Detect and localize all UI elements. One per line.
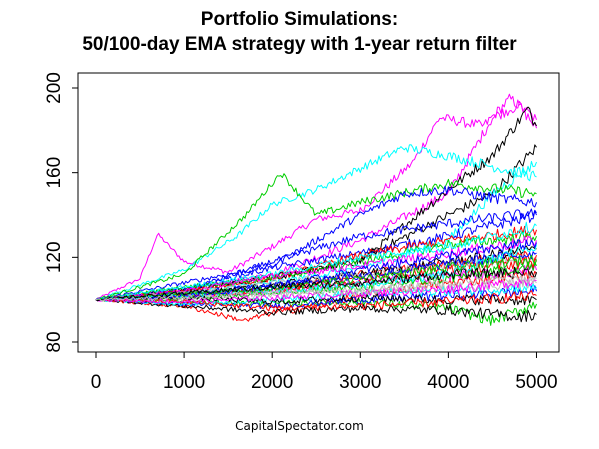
y-tick-label: 80 xyxy=(44,331,65,352)
series-line-1 xyxy=(95,93,537,301)
y-tick-label: 200 xyxy=(44,72,65,104)
series-line-8 xyxy=(95,185,537,301)
series-line-7 xyxy=(95,173,537,301)
series-line-15 xyxy=(95,221,537,301)
series-line-28 xyxy=(95,293,537,306)
chart-title-line-1: Portfolio Simulations: xyxy=(200,9,399,30)
series-line-5 xyxy=(95,144,537,301)
x-tick-label: 1000 xyxy=(163,372,205,393)
series-line-34 xyxy=(95,266,537,302)
y-tick-label: 120 xyxy=(44,241,65,273)
series-line-9 xyxy=(95,210,537,301)
series-line-33 xyxy=(95,278,537,304)
y-tick-label: 160 xyxy=(44,157,65,189)
series-lines xyxy=(95,93,537,326)
source-credit: CapitalSpectator.com xyxy=(235,419,364,433)
series-line-20 xyxy=(95,298,537,323)
series-line-29 xyxy=(95,290,537,312)
x-tick-label: 3000 xyxy=(339,372,381,393)
x-tick-label: 2000 xyxy=(251,372,293,393)
x-tick-label: 5000 xyxy=(515,372,557,393)
series-line-11 xyxy=(95,225,537,301)
x-tick-label: 4000 xyxy=(427,372,469,393)
series-line-35 xyxy=(95,273,537,302)
x-tick-label: 0 xyxy=(91,372,102,393)
chart-title-line-2: 50/100-day EMA strategy with 1-year retu… xyxy=(82,34,517,55)
y-axis: 80 120 160 200 xyxy=(44,72,79,353)
x-axis: 0 1000 2000 3000 4000 5000 xyxy=(91,351,558,393)
